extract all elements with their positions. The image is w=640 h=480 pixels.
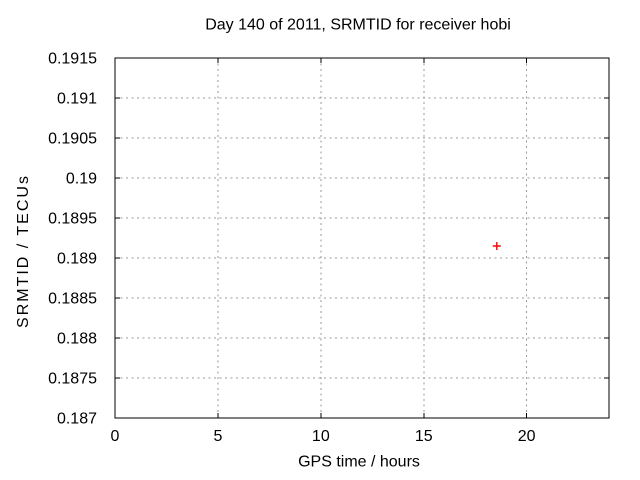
x-tick-label: 15 xyxy=(415,428,433,445)
x-axis-label: GPS time / hours xyxy=(298,454,420,471)
x-tick-label: 10 xyxy=(312,428,330,445)
y-tick-label: 0.1895 xyxy=(48,211,97,228)
y-tick-label: 0.19 xyxy=(66,171,97,188)
plot-border xyxy=(114,57,610,419)
x-tick-label: 5 xyxy=(213,428,222,445)
y-tick-label: 0.191 xyxy=(57,91,97,108)
tick-labels: 0 5 10 15 20 0.187 0.1875 0.188 0.1885 0.189 0.189… xyxy=(48,51,536,445)
y-tick-label: 0.1905 xyxy=(48,131,97,148)
x-tick-label: 0 xyxy=(111,428,120,445)
y-tick-label: 0.187 xyxy=(57,411,97,428)
data-point-marker xyxy=(492,242,501,250)
grid-layer xyxy=(115,58,609,418)
y-axis-label: SRMTID / TECUs xyxy=(15,174,32,328)
y-tick-label: 0.189 xyxy=(57,251,97,268)
y-tick-label: 0.1915 xyxy=(48,51,97,68)
tick-marks xyxy=(114,57,609,419)
chart-title: Day 140 of 2011, SRMTID for receiver hob… xyxy=(205,17,511,34)
y-tick-label: 0.1875 xyxy=(48,371,97,388)
data-series xyxy=(492,242,501,250)
y-tick-label: 0.1885 xyxy=(48,291,97,308)
x-tick-label: 20 xyxy=(518,428,536,445)
y-tick-label: 0.188 xyxy=(57,331,97,348)
plot-border-rect xyxy=(114,57,610,419)
